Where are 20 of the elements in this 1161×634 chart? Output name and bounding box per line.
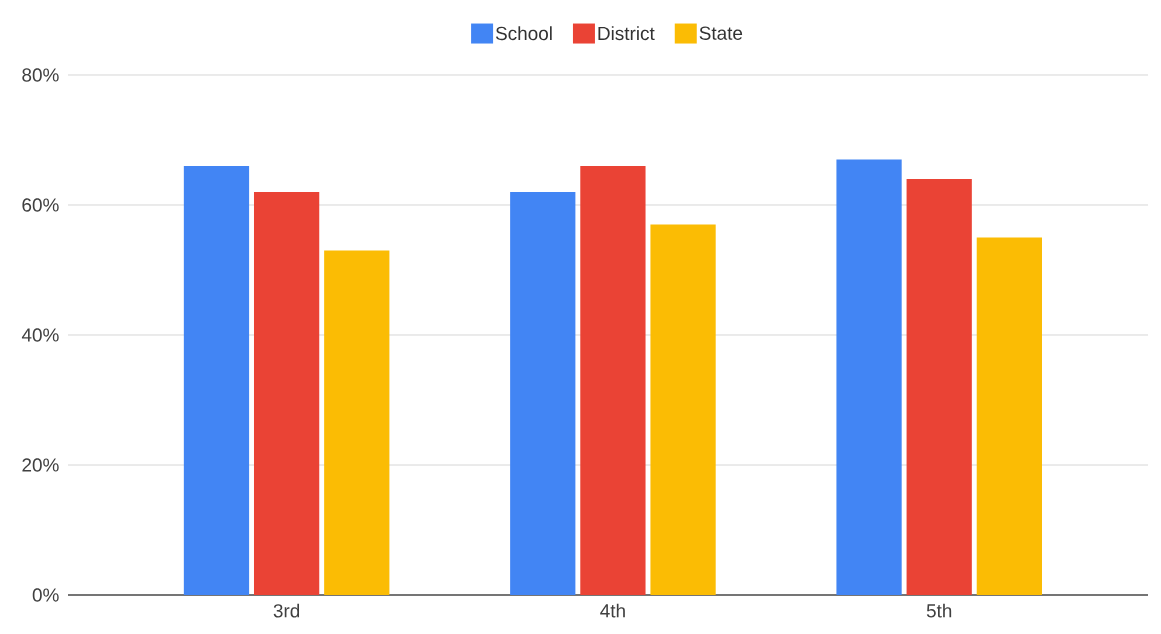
y-tick-label: 40%: [21, 328, 59, 342]
bar: [650, 224, 716, 595]
bar: [324, 250, 390, 595]
x-tick-label: 3rd: [273, 603, 300, 618]
bar: [976, 237, 1042, 595]
legend-label: School: [495, 26, 552, 41]
bar: [906, 179, 972, 595]
y-tick-label: 0%: [32, 588, 59, 602]
bar: [836, 159, 902, 595]
y-tick-label: 20%: [22, 458, 59, 472]
bar: [183, 166, 250, 595]
legend-label: District: [598, 26, 655, 41]
legend-label: State: [699, 26, 743, 40]
x-tick-label: 5th: [926, 603, 952, 618]
bar: [510, 192, 576, 595]
bar: [253, 192, 320, 595]
bar: [580, 166, 646, 595]
x-tick-label: 4th: [600, 603, 625, 618]
y-tick-label: 60%: [22, 198, 59, 212]
y-tick-label: 80%: [22, 68, 59, 82]
